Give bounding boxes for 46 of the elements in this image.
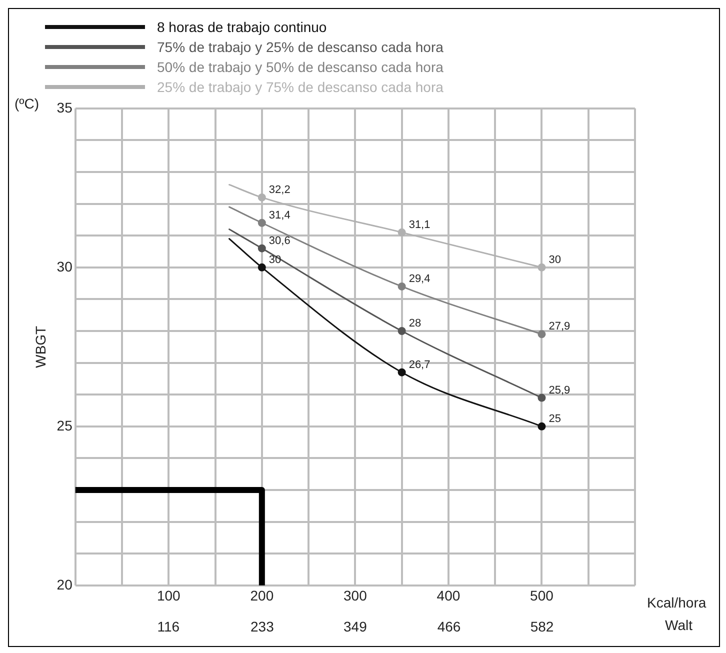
data-label: 27,9 [548, 320, 570, 333]
y-tick-label: 30 [56, 258, 73, 274]
point [398, 368, 406, 376]
point [258, 244, 266, 252]
data-label: 29,4 [408, 273, 430, 286]
x-tick-label: 400 [436, 588, 460, 604]
y-axis-title: WBGT [32, 325, 48, 368]
data-label: 30,6 [268, 234, 290, 247]
x2-tick-label: 582 [530, 618, 554, 634]
data-label: 25,9 [548, 384, 570, 396]
data-label: 31,1 [408, 218, 430, 231]
point [538, 394, 546, 402]
x2-tick-label: 349 [344, 618, 368, 634]
x-axis-title: Kcal/hora [647, 594, 706, 610]
data-label: 28 [408, 318, 422, 330]
text: (ºC) [14, 95, 39, 112]
data-label: 25 [548, 412, 561, 425]
y-tick-label: 20 [56, 576, 73, 592]
text: 8 horas de trabajo continuo [157, 19, 327, 35]
point [538, 263, 546, 272]
x2-tick-label: 233 [250, 618, 274, 634]
data-label: 30 [548, 254, 561, 266]
point [258, 218, 266, 227]
point [538, 422, 546, 430]
text: 50% de trabajo y 50% de descanso cada hora [157, 59, 444, 75]
point [258, 263, 266, 272]
data-label: 32,2 [268, 184, 290, 196]
y-tick-label: 25 [56, 417, 73, 434]
data-label: 26,7 [408, 358, 430, 371]
x-tick-label: 100 [156, 588, 181, 604]
x-tick-label: 300 [344, 588, 368, 604]
point [258, 193, 266, 202]
data-label: 30 [268, 254, 282, 266]
x-tick-label: 200 [250, 588, 274, 604]
x2-axis-title: Walt [665, 617, 693, 634]
data-label: 31,4 [268, 209, 290, 222]
point [398, 327, 406, 335]
x2-tick-label: 116 [157, 618, 180, 634]
point [538, 330, 546, 338]
text: 25% de trabajo y 75% de descanso cada hora [157, 79, 444, 95]
text: 75% de trabajo y 25% de descanso cada hora [157, 39, 444, 55]
point [398, 282, 406, 290]
point [398, 228, 406, 236]
x-tick-label: 500 [530, 588, 554, 604]
x2-tick-label: 466 [437, 618, 461, 634]
y-tick-label: 35 [56, 99, 73, 116]
